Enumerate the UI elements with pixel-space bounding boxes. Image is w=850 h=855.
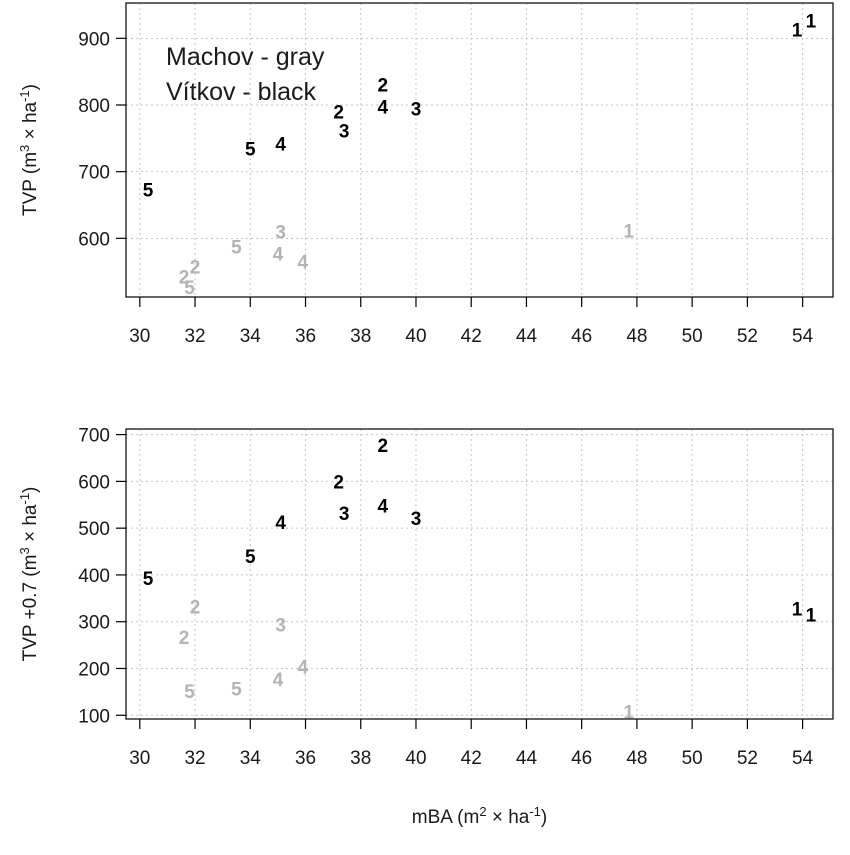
- y-tick-label: 700: [78, 163, 110, 184]
- x-tick-label: 38: [350, 326, 371, 347]
- data-point: 1: [623, 221, 634, 242]
- y-tick-label: 900: [78, 29, 110, 50]
- data-point: 4: [275, 513, 286, 534]
- data-point: 2: [378, 75, 389, 96]
- y-tick-label: 100: [78, 706, 110, 727]
- x-tick-label: 46: [571, 326, 592, 347]
- x-tick-label: 30: [129, 326, 150, 347]
- y-axis-title: TVP +0.7 (m3 × ha-1): [17, 487, 42, 662]
- data-point: 3: [411, 99, 422, 120]
- data-point: 3: [339, 121, 350, 142]
- data-point: 4: [297, 658, 308, 679]
- x-tick-label: 36: [295, 748, 316, 769]
- data-point: 1: [623, 703, 634, 724]
- data-point: 1: [792, 600, 803, 621]
- x-tick-label: 48: [626, 326, 647, 347]
- x-axis-title: mBA (m2 × ha-1): [412, 804, 547, 829]
- data-point: 2: [378, 436, 389, 457]
- data-point: 1: [806, 11, 817, 32]
- plot-frame: [125, 428, 834, 720]
- x-tick-label: 40: [405, 748, 426, 769]
- y-tick-label: 300: [78, 613, 110, 634]
- x-tick-label: 32: [184, 326, 205, 347]
- x-tick-label: 32: [184, 748, 205, 769]
- data-point: 1: [792, 21, 803, 42]
- data-point: 5: [143, 181, 154, 202]
- data-point: 4: [275, 135, 286, 156]
- x-tick-label: 34: [240, 326, 262, 347]
- x-tick-label: 52: [737, 748, 758, 769]
- y-tick-label: 600: [78, 472, 110, 493]
- x-tick-label: 38: [350, 748, 371, 769]
- data-point: 3: [275, 616, 286, 637]
- y-tick-label: 700: [78, 426, 110, 447]
- data-point: 4: [378, 97, 389, 118]
- x-tick-label: 54: [792, 748, 814, 769]
- data-point: 4: [378, 497, 389, 518]
- y-tick-label: 400: [78, 566, 110, 587]
- y-tick-label: 600: [78, 229, 110, 250]
- y-axis-title: TVP (m3 × ha-1): [17, 84, 42, 216]
- data-point: 5: [231, 237, 242, 258]
- plot-frame: [125, 2, 834, 298]
- x-tick-label: 50: [682, 748, 703, 769]
- x-tick-label: 54: [792, 326, 814, 347]
- x-tick-label: 42: [461, 326, 482, 347]
- legend-entry: Vítkov - black: [166, 78, 317, 106]
- x-tick-label: 42: [461, 748, 482, 769]
- data-point: 4: [297, 253, 308, 274]
- data-point: 4: [273, 670, 284, 691]
- y-tick-label: 500: [78, 519, 110, 540]
- x-tick-label: 36: [295, 326, 316, 347]
- data-point: 5: [231, 680, 242, 701]
- x-tick-label: 52: [737, 326, 758, 347]
- x-tick-label: 34: [240, 748, 262, 769]
- data-point: 1: [806, 606, 817, 627]
- y-tick-label: 200: [78, 659, 110, 680]
- data-point: 5: [245, 547, 256, 568]
- data-point: 5: [143, 569, 154, 590]
- data-point: 2: [333, 103, 344, 124]
- data-point: 2: [179, 267, 190, 288]
- legend-entry: Machov - gray: [166, 43, 325, 71]
- x-tick-label: 44: [516, 748, 538, 769]
- data-point: 2: [333, 472, 344, 493]
- x-tick-label: 46: [571, 748, 592, 769]
- data-point: 2: [190, 598, 201, 619]
- x-tick-label: 30: [129, 748, 150, 769]
- data-point: 3: [275, 223, 286, 244]
- data-point: 3: [411, 509, 422, 530]
- x-tick-label: 44: [516, 326, 538, 347]
- data-point: 4: [273, 245, 284, 266]
- data-point: 5: [184, 682, 195, 703]
- data-point: 3: [339, 504, 350, 525]
- data-point: 2: [190, 257, 201, 278]
- data-point: 2: [179, 628, 190, 649]
- y-tick-label: 800: [78, 96, 110, 117]
- x-tick-label: 40: [405, 326, 426, 347]
- data-point: 5: [184, 278, 195, 299]
- x-tick-label: 48: [626, 748, 647, 769]
- data-point: 5: [245, 139, 256, 160]
- x-tick-label: 50: [682, 326, 703, 347]
